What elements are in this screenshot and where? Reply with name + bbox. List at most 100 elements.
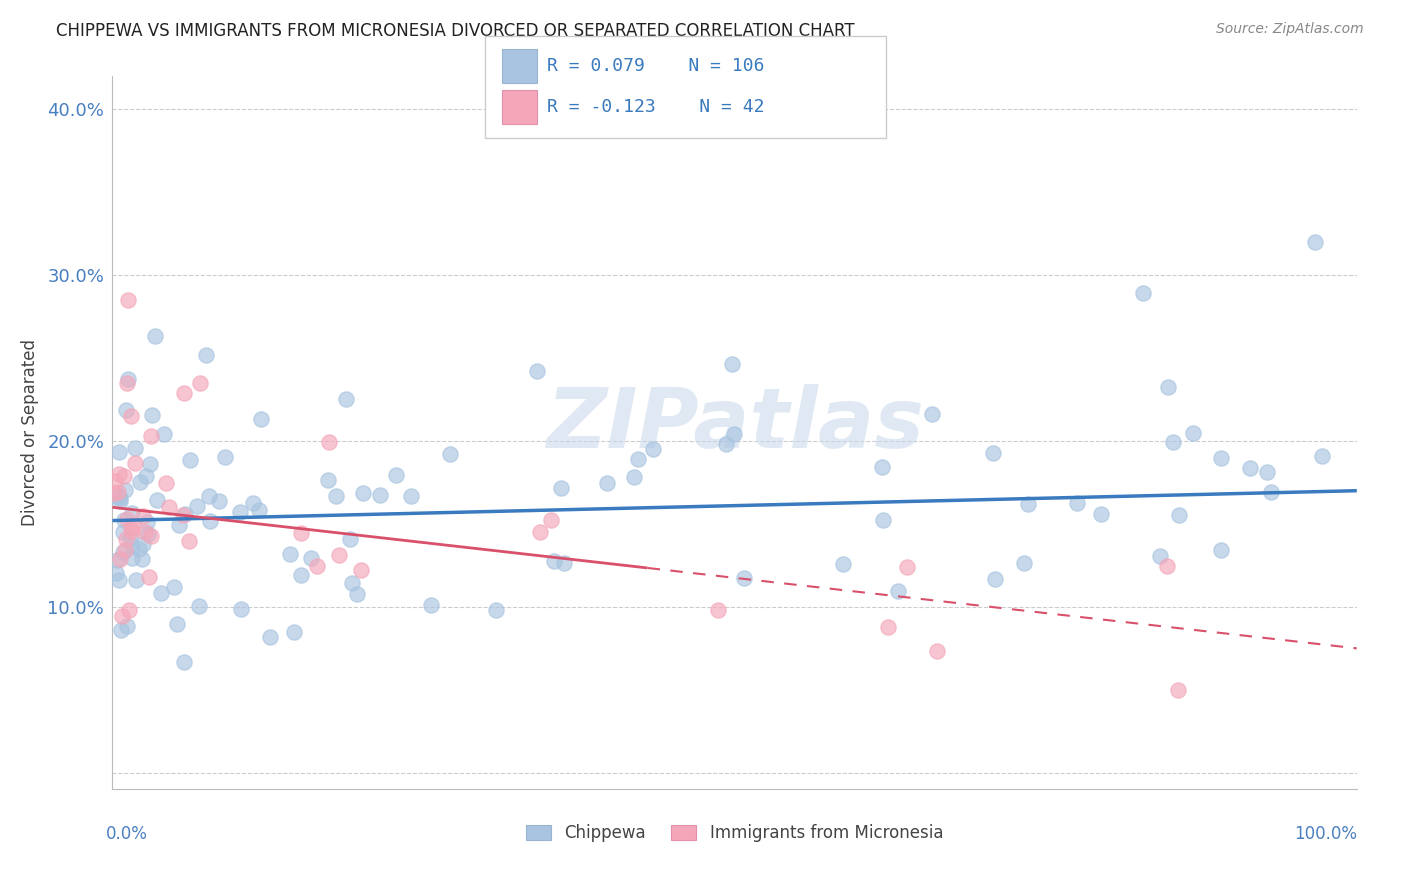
Point [105, 553, 128, 567]
Point [143, 328, 166, 343]
Point [112, 513, 135, 527]
Point [290, 567, 312, 582]
Point [108, 467, 131, 481]
Point [325, 489, 347, 503]
Text: Source: ZipAtlas.com: Source: ZipAtlas.com [1216, 22, 1364, 37]
Point [150, 586, 173, 600]
Point [872, 513, 894, 527]
Point [316, 473, 339, 487]
Point [627, 451, 650, 466]
Point [1211, 543, 1233, 558]
Point [596, 475, 619, 490]
Point [214, 450, 236, 464]
Point [1157, 380, 1180, 394]
Point [299, 551, 322, 566]
Point [259, 630, 281, 644]
Point [114, 403, 136, 417]
Point [984, 573, 1007, 587]
Point [283, 625, 305, 640]
Point [439, 447, 461, 461]
Point [1209, 450, 1232, 465]
Point [318, 435, 340, 450]
Point [247, 502, 270, 516]
Point [121, 524, 143, 538]
Text: CHIPPEWA VS IMMIGRANTS FROM MICRONESIA DIVORCED OR SEPARATED CORRELATION CHART: CHIPPEWA VS IMMIGRANTS FROM MICRONESIA D… [56, 22, 855, 40]
Point [141, 408, 163, 422]
Point [132, 537, 155, 551]
Point [141, 529, 163, 543]
Text: 0.0%: 0.0% [105, 825, 148, 843]
Point [550, 481, 572, 495]
Point [174, 508, 197, 522]
Point [385, 467, 408, 482]
Point [135, 515, 157, 529]
Point [623, 470, 645, 484]
Point [1066, 496, 1088, 510]
Point [108, 489, 131, 503]
Point [1256, 465, 1278, 479]
Point [114, 543, 136, 558]
Point [242, 496, 264, 510]
Point [124, 441, 146, 455]
Point [179, 452, 201, 467]
Point [121, 539, 143, 553]
Point [339, 532, 361, 546]
Point [155, 476, 177, 491]
Point [139, 429, 162, 443]
Point [173, 385, 195, 400]
Point [896, 560, 918, 574]
Point [112, 525, 135, 540]
Point [733, 571, 755, 585]
Point [103, 486, 125, 500]
Point [352, 485, 374, 500]
Point [188, 376, 211, 391]
Point [111, 608, 134, 623]
Point [346, 587, 368, 601]
Point [131, 551, 153, 566]
Point [117, 372, 139, 386]
Point [1017, 497, 1039, 511]
Point [208, 494, 231, 508]
Point [278, 547, 301, 561]
Point [132, 509, 155, 524]
Point [134, 525, 156, 540]
Point [153, 427, 176, 442]
Point [872, 459, 894, 474]
Point [124, 456, 146, 470]
Point [1167, 682, 1189, 697]
Point [228, 505, 250, 519]
Point [1310, 449, 1333, 463]
Point [186, 499, 208, 513]
Point [110, 552, 132, 566]
Text: R = -0.123    N = 42: R = -0.123 N = 42 [547, 98, 765, 116]
Point [553, 556, 575, 570]
Point [350, 563, 373, 577]
Point [540, 512, 562, 526]
Point [157, 500, 180, 514]
Point [887, 583, 910, 598]
Point [122, 518, 145, 533]
Point [112, 469, 135, 483]
Point [1167, 508, 1189, 522]
Point [115, 376, 138, 391]
Point [526, 364, 548, 378]
Point [981, 446, 1004, 460]
Point [117, 619, 139, 633]
Point [1239, 460, 1261, 475]
Point [420, 599, 443, 613]
Point [120, 409, 142, 424]
Point [108, 491, 131, 506]
Point [485, 603, 508, 617]
Point [108, 445, 131, 459]
Point [1182, 425, 1205, 440]
Point [167, 517, 190, 532]
Point [723, 426, 745, 441]
Point [707, 603, 730, 617]
Point [307, 558, 329, 573]
Point [104, 566, 127, 580]
Point [1090, 507, 1112, 521]
Point [136, 527, 159, 541]
Point [877, 620, 900, 634]
Point [115, 532, 138, 546]
Legend: Chippewa, Immigrants from Micronesia: Chippewa, Immigrants from Micronesia [520, 818, 949, 849]
